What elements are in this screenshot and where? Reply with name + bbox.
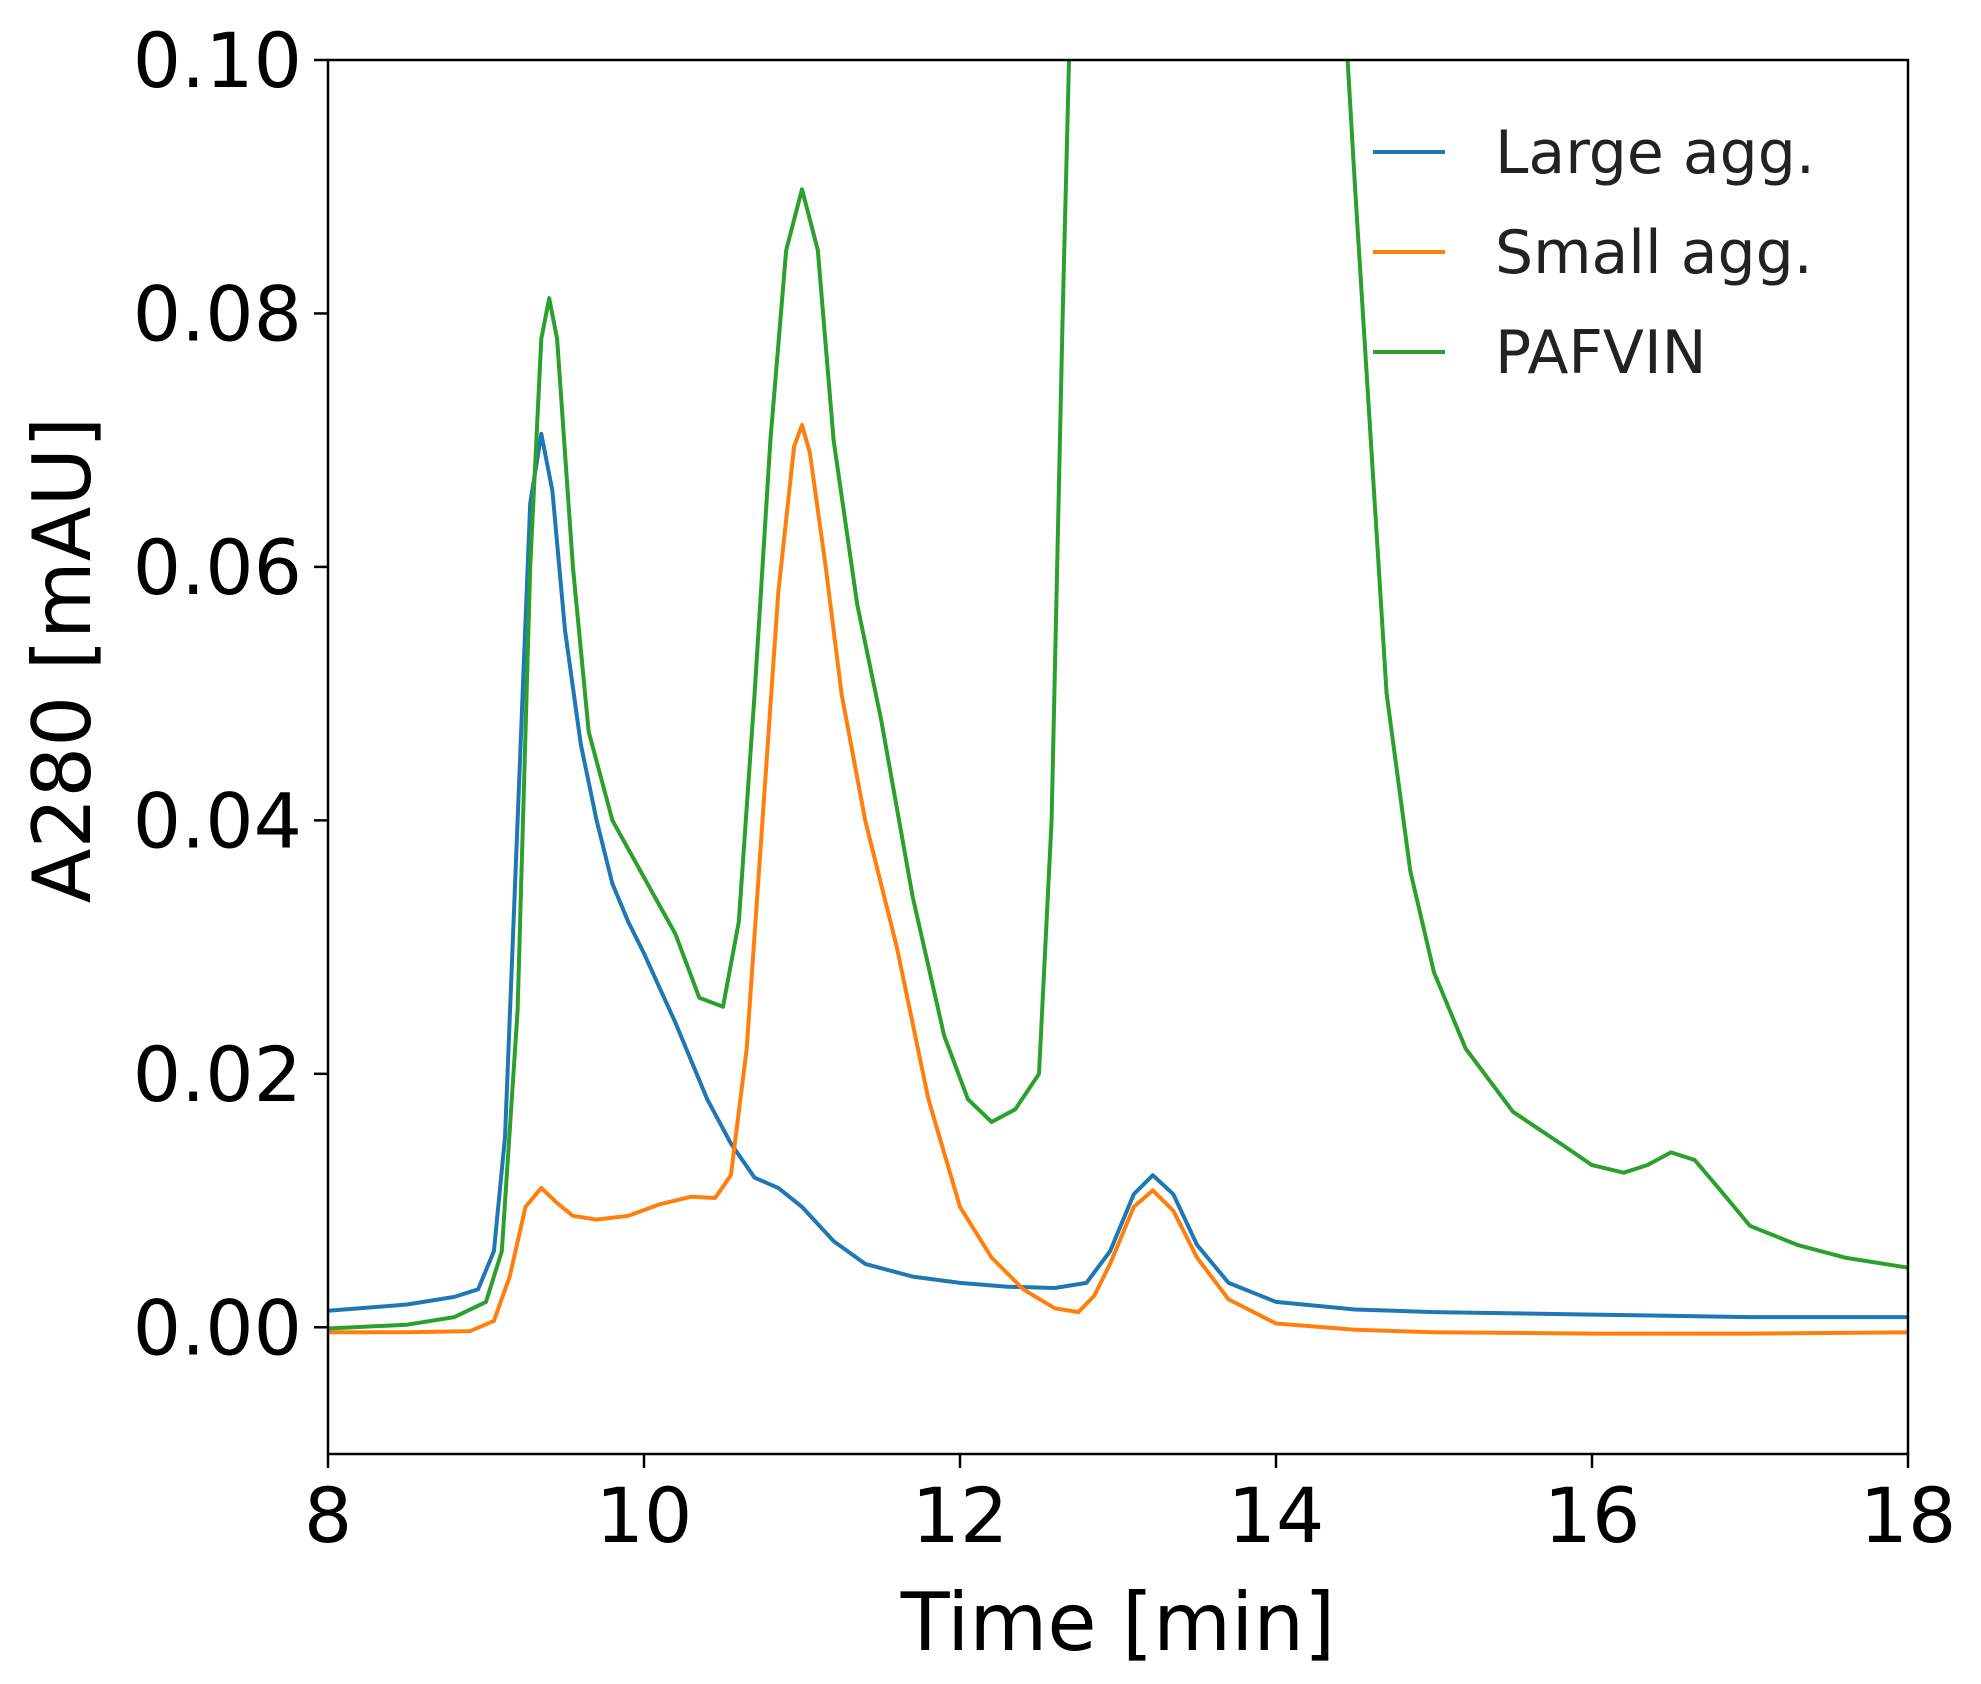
series-line-2 [328,60,1908,1331]
y-axis: 0.00 0.02 0.04 0.06 0.08 0.10 [133,16,328,1372]
x-tick-label: 10 [596,1471,693,1560]
legend: Large agg. Small agg. PAFVIN [1373,118,1815,388]
y-tick-label: 0.02 [133,1030,302,1119]
y-tick-label: 0.00 [133,1283,302,1372]
plot-area [328,60,1908,1454]
plot-frame [326,58,1910,1456]
x-axis: 8 10 12 14 16 18 [304,1454,1957,1560]
series-line-1 [328,423,1908,1336]
legend-label-0: Large agg. [1495,118,1815,188]
legend-label-2: PAFVIN [1495,318,1707,388]
y-tick-label: 0.08 [133,269,302,358]
x-tick-label: 14 [1228,1471,1325,1560]
series-layer [328,60,1908,1336]
series-line-0 [328,431,1908,1320]
legend-label-1: Small agg. [1495,218,1813,288]
x-tick-label: 16 [1544,1471,1641,1560]
y-axis-title: A280 [mAU] [16,417,109,903]
y-tick-label: 0.06 [133,523,302,612]
y-tick-label: 0.10 [133,16,302,105]
y-tick-label: 0.04 [133,776,302,865]
x-tick-label: 18 [1860,1471,1957,1560]
x-axis-title: Time [min] [900,1576,1336,1669]
x-tick-label: 12 [912,1471,1009,1560]
x-tick-label: 8 [304,1471,352,1560]
